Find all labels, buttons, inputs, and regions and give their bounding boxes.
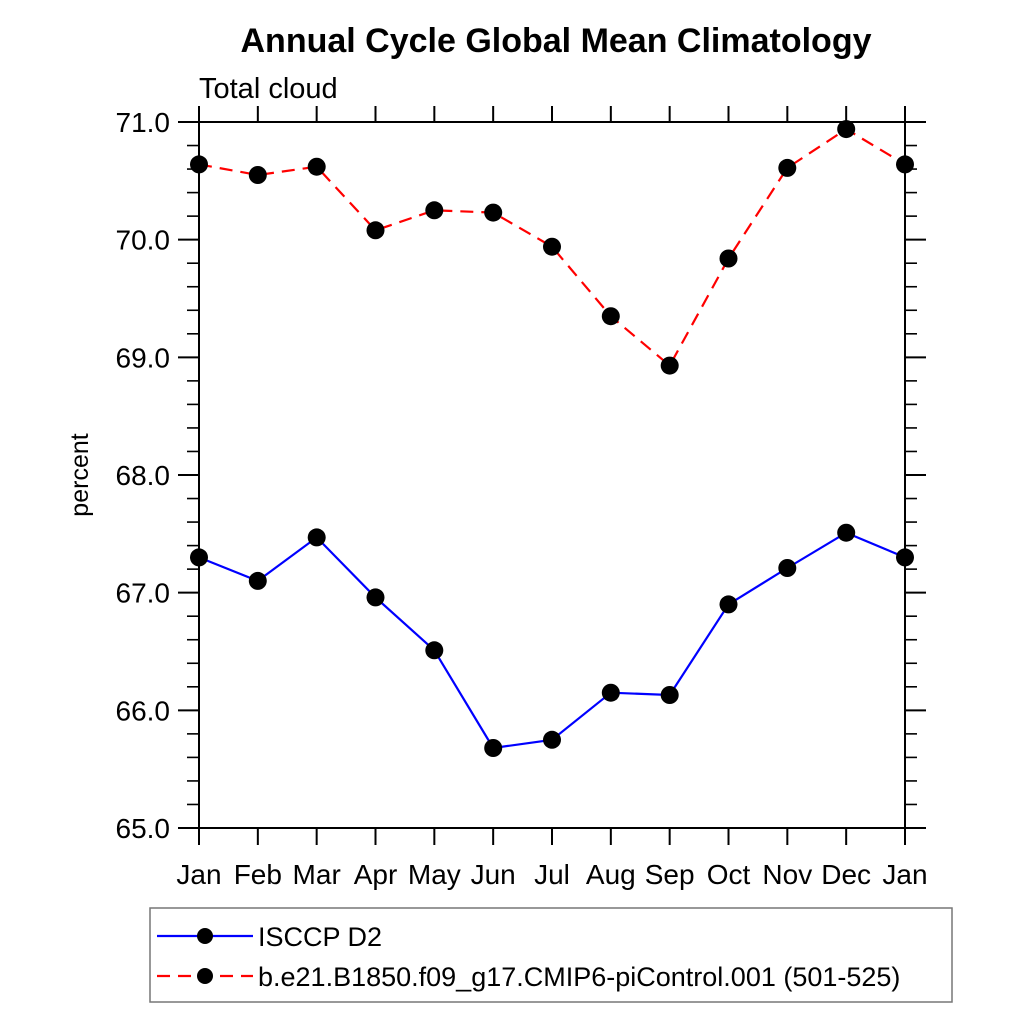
chart-title: Annual Cycle Global Mean Climatology: [241, 22, 872, 60]
x-tick-label: May: [408, 859, 461, 890]
legend-item-series-2: b.e21.B1850.f09_g17.CMIP6-piControl.001 …: [157, 962, 900, 992]
legend-marker-dot: [197, 968, 213, 984]
x-tick-label: Jun: [471, 859, 516, 890]
data-point-marker: [837, 523, 856, 542]
x-tick-label: Dec: [821, 859, 871, 890]
y-tick-label: 67.0: [116, 578, 171, 609]
data-point-marker: [543, 237, 561, 256]
data-point-marker: [307, 157, 326, 176]
data-point-marker: [425, 201, 444, 220]
plot-area: 65.0 66.0 67.0 68.0 69.0 70.0 71.0 Jan Feb Mar Apr…: [116, 106, 928, 890]
series-line-1: [198, 531, 906, 750]
x-tick-label: Nov: [762, 859, 812, 890]
data-point-marker: [719, 595, 738, 614]
chart-subtitle: Total cloud: [199, 73, 338, 105]
data-point-marker: [307, 528, 326, 547]
legend-box: [149, 907, 953, 1003]
y-tick-label: 65.0: [116, 813, 171, 844]
legend: ISCCP D2 b.e21.B1850.f09_g17.CMIP6-piCon…: [149, 907, 953, 1003]
plot-frame: [198, 121, 906, 829]
data-point-marker: [190, 548, 208, 567]
x-tick-label: Jan: [882, 859, 927, 890]
x-tick-label: Jan: [176, 859, 221, 890]
data-point-marker: [601, 683, 620, 702]
data-point-marker: [366, 588, 385, 607]
x-tick-label: Jul: [534, 859, 570, 890]
data-point-marker: [778, 158, 797, 177]
data-point-marker: [543, 730, 561, 749]
y-tick-label: 66.0: [116, 695, 171, 726]
data-point-marker: [190, 155, 208, 174]
x-tick-label: Apr: [354, 859, 398, 890]
data-point-marker: [366, 221, 385, 240]
data-point-marker: [484, 203, 503, 222]
legend-label-series-1: ISCCP D2: [258, 922, 382, 952]
data-point-marker: [660, 356, 679, 375]
data-point-marker: [896, 155, 914, 174]
y-tick-label: 68.0: [116, 460, 171, 491]
x-tick-label: Mar: [293, 859, 341, 890]
data-point-marker: [719, 249, 738, 268]
x-tick-label: Sep: [645, 859, 695, 890]
legend-label-series-2: b.e21.B1850.f09_g17.CMIP6-piControl.001 …: [258, 962, 900, 992]
x-tick-label: Feb: [234, 859, 282, 890]
y-axis-label: percent: [66, 433, 94, 516]
data-point-marker: [837, 120, 856, 139]
x-tick-label: Aug: [586, 859, 636, 890]
y-tick-label: 70.0: [116, 225, 171, 256]
x-tick-label: Oct: [707, 859, 751, 890]
data-point-marker: [248, 166, 267, 184]
data-point-marker: [660, 686, 679, 704]
data-point-marker: [425, 641, 444, 660]
data-point-marker: [601, 307, 620, 326]
legend-item-series-1: ISCCP D2: [157, 922, 382, 952]
data-point-marker: [896, 548, 914, 567]
y-tick-label: 69.0: [116, 342, 171, 373]
legend-marker-dot: [197, 928, 213, 944]
data-point-marker: [248, 571, 267, 590]
data-point-marker: [778, 559, 797, 577]
y-tick-label: 71.0: [116, 107, 171, 138]
data-point-marker: [484, 739, 503, 757]
